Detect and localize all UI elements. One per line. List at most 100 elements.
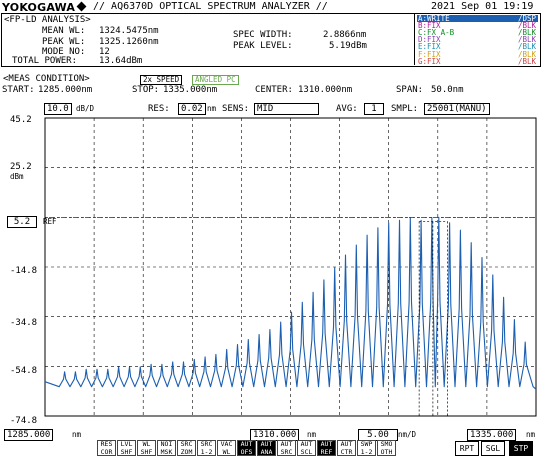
softkey-label-top: WL — [142, 440, 151, 448]
x-start-field[interactable]: 1285.000 — [4, 429, 54, 441]
y-tick-5: -54.8 — [10, 366, 38, 376]
trace-list: A:WRITE/DSP B:FIX/BLK C:FX A-B/BLK D:FIX/BL… — [414, 14, 541, 65]
trace-item[interactable]: C:FX A-B/BLK — [417, 28, 538, 38]
trace-name: A:WRITE — [418, 14, 450, 23]
softkey-label-top: SRC — [200, 440, 213, 448]
softkey-label-top: AUT — [320, 440, 333, 448]
trace-item[interactable]: E:FIX/BLK — [417, 42, 538, 52]
softkey-label-bottom: ANA — [260, 447, 273, 456]
scale-unit: dB/D — [76, 104, 95, 113]
softkey-label-top: RES — [100, 440, 113, 448]
trace-state: /BLK — [517, 21, 536, 31]
trace-name: C:FX A-B — [418, 28, 455, 38]
softkey-button[interactable]: WL SHF — [137, 440, 156, 456]
trace-item[interactable]: G:FIX/BLK — [417, 56, 538, 66]
start-value: 1285.000nm — [38, 85, 93, 95]
softkey-button[interactable]: AUT ANA — [257, 440, 276, 456]
softkey-label-bottom: REF — [320, 447, 333, 456]
avg-field[interactable]: 1 — [364, 103, 384, 115]
peak-level-value: 5.19dBm — [329, 41, 367, 51]
res-value: 0.02 — [181, 104, 203, 114]
softkey-button[interactable]: VAC WL — [217, 440, 236, 456]
span-value: 50.0nm — [431, 85, 464, 95]
spectrum-chart[interactable] — [0, 112, 544, 430]
res-field[interactable]: 0.02 — [178, 103, 206, 115]
trace-name: G:FIX — [418, 56, 441, 66]
softkey-button[interactable]: NOI MSK — [157, 440, 176, 456]
angled-badge: ANGLED PC — [192, 75, 239, 85]
softkey-label-top: AUT — [280, 440, 293, 448]
trace-item[interactable]: A:WRITE/DSP — [417, 14, 538, 23]
ref-level-box[interactable]: 5.2 — [7, 216, 37, 228]
softkey-button[interactable]: SRC 1-2 — [197, 440, 216, 456]
softkey-label-bottom: ZOM — [180, 447, 193, 456]
peak-wl-value: 1325.1260nm — [99, 37, 159, 47]
res-unit: nm — [207, 104, 217, 113]
rpt-button[interactable]: RPT — [455, 441, 479, 456]
trace-name: D:FIX — [418, 35, 441, 45]
trace-state: /BLK — [517, 42, 536, 52]
total-power-label: TOTAL POWER: — [12, 56, 78, 66]
softkey-label-top: AUT — [260, 440, 273, 448]
trace-name: E:FIX — [418, 42, 441, 52]
softkey-button[interactable]: AUT OFS — [237, 440, 256, 456]
scale-field[interactable]: 10.0 — [44, 103, 72, 115]
softkey-button[interactable]: AUT CTR — [337, 440, 356, 456]
analysis-title: <FP-LD ANALYSIS> — [4, 15, 91, 25]
sens-label: SENS: — [222, 104, 250, 114]
softkey-label-bottom: SRC — [280, 447, 293, 456]
trace-state: /BLK — [517, 28, 536, 38]
meas-title: <MEAS CONDITION> — [3, 74, 90, 84]
trace-item[interactable]: B:FIX/BLK — [417, 21, 538, 31]
stop-label: STOP: — [132, 85, 160, 95]
x-center-value: 1310.000 — [253, 430, 297, 440]
mode-no-label: MODE NO: — [42, 47, 86, 57]
trace-name: B:FIX — [418, 21, 441, 31]
softkey-label-bottom: COR — [100, 447, 113, 456]
softkey-label-bottom: SHF — [140, 447, 153, 456]
peak-level-label: PEAK LEVEL: — [233, 41, 293, 51]
softkey-label-bottom: OFS — [240, 447, 253, 456]
softkey-button[interactable]: SMO OTH — [377, 440, 396, 456]
window-title: // AQ6370D OPTICAL SPECTRUM ANALYZER // — [93, 1, 328, 12]
smpl-field[interactable]: 25001(MANU) — [424, 103, 490, 115]
scale-value: 10.0 — [47, 104, 69, 114]
trace-item[interactable]: F:FIX/BLK — [417, 50, 538, 58]
y-tick-6: -74.8 — [10, 416, 38, 426]
x-center-unit: nm — [307, 430, 317, 439]
sens-field[interactable]: MID — [254, 103, 319, 115]
softkey-button[interactable]: LVL SHF — [117, 440, 136, 456]
avg-label: AVG: — [336, 104, 358, 114]
x-stop-field[interactable]: 1335.000 — [467, 429, 517, 441]
softkey-button[interactable]: SRC ZOM — [177, 440, 196, 456]
diamond-icon — [76, 1, 87, 12]
datetime: 2021 Sep 01 19:19 — [431, 1, 534, 12]
y-tick-0: 45.2 — [10, 115, 32, 125]
trace-state: /DSP — [517, 14, 536, 23]
trace-state: /BLK — [517, 35, 536, 45]
softkey-label-bottom: WL — [222, 447, 231, 456]
softkey-label-top: LVL — [120, 440, 133, 448]
softkey-label-top: VAC — [220, 440, 233, 448]
span-label: SPAN: — [396, 85, 424, 95]
sens-value: MID — [257, 104, 274, 114]
total-power-value: 13.64dBm — [99, 56, 143, 66]
stp-button[interactable]: STP — [509, 441, 533, 456]
softkey-button[interactable]: SWP 1-2 — [357, 440, 376, 456]
softkey-button[interactable]: AUT REF — [317, 440, 336, 456]
softkey-label-top: SWP — [360, 440, 373, 448]
softkey-button[interactable]: AUT SCL — [297, 440, 316, 456]
sgl-button[interactable]: SGL — [481, 441, 505, 456]
x-center-field[interactable]: 1310.000 — [250, 429, 300, 441]
x-stop-value: 1335.000 — [470, 430, 514, 440]
softkey-button[interactable]: RES COR — [97, 440, 116, 456]
softkey-label-bottom: SHF — [120, 447, 133, 456]
trace-item[interactable]: D:FIX/BLK — [417, 35, 538, 45]
analysis-panel: <FP-LD ANALYSIS> MEAN WL: 1324.5475nm PE… — [1, 13, 541, 67]
center-value: 1310.000nm — [298, 85, 353, 95]
stop-value: 1335.000nm — [163, 85, 218, 95]
softkey-button[interactable]: AUT SRC — [277, 440, 296, 456]
softkey-label-top: SRC — [180, 440, 193, 448]
ref-label: REF — [43, 217, 57, 226]
spec-width-value: 2.8866nm — [323, 30, 367, 40]
